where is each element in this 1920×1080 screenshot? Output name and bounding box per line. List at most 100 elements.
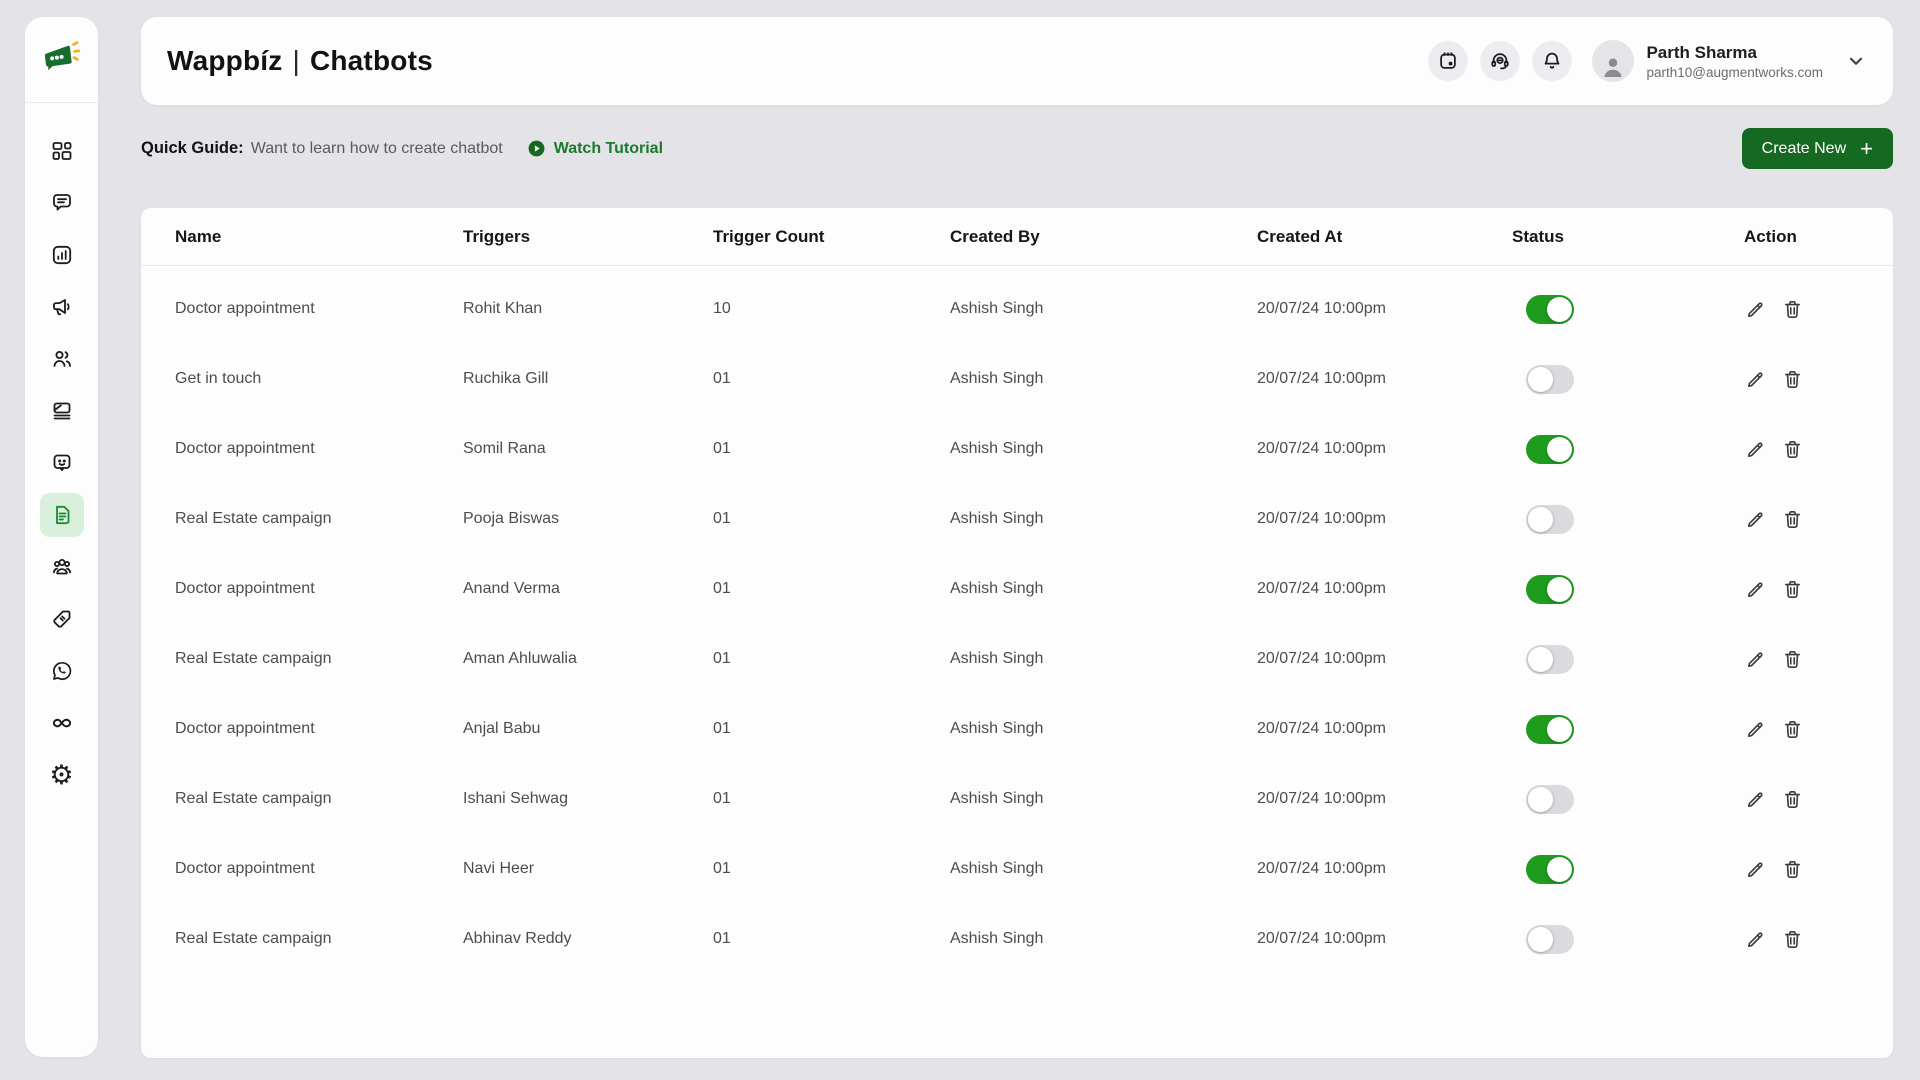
status-toggle[interactable]: [1526, 504, 1574, 534]
cell-name: Doctor appointment: [175, 580, 315, 597]
edit-button[interactable]: [1744, 578, 1767, 601]
delete-button[interactable]: [1781, 718, 1804, 741]
sidebar-item-dashboard[interactable]: [40, 129, 84, 173]
edit-button[interactable]: [1744, 858, 1767, 881]
create-new-button[interactable]: Create New +: [1741, 128, 1893, 169]
trash-icon: [1784, 720, 1801, 738]
sidebar-item-settings[interactable]: ⚙: [40, 753, 84, 797]
sidebar-item-templates[interactable]: [39, 493, 84, 537]
status-toggle[interactable]: [1526, 574, 1574, 604]
delete-button[interactable]: [1781, 368, 1804, 391]
main-content: Wappbíz | Chatbots: [141, 17, 1893, 1058]
toggle-knob: [1547, 576, 1572, 602]
table-header-row: Name Triggers Trigger Count Created By C…: [141, 208, 1893, 266]
table-row: Real Estate campaign Ishani Sehwag 01 As…: [141, 764, 1893, 834]
app-logo[interactable]: [25, 17, 98, 103]
status-toggle[interactable]: [1526, 294, 1574, 324]
quick-guide-bar: Quick Guide: Want to learn how to create…: [141, 128, 1893, 169]
cell-trigger-count: 01: [713, 930, 731, 947]
status-toggle[interactable]: [1526, 644, 1574, 674]
status-toggle[interactable]: [1526, 924, 1574, 954]
chevron-down-icon[interactable]: [1845, 50, 1867, 72]
edit-button[interactable]: [1744, 928, 1767, 951]
cell-trigger-count: 01: [713, 440, 731, 457]
sidebar-item-meta[interactable]: [40, 701, 84, 745]
delete-button[interactable]: [1781, 578, 1804, 601]
edit-button[interactable]: [1744, 438, 1767, 461]
cell-status: [1512, 364, 1744, 394]
column-header-trigger-count: Trigger Count: [713, 226, 825, 246]
status-toggle[interactable]: [1526, 854, 1574, 884]
watch-tutorial-label: Watch Tutorial: [553, 139, 664, 157]
toggle-knob: [1528, 786, 1553, 812]
cell-actions: [1744, 648, 1893, 671]
edit-button[interactable]: [1744, 368, 1767, 391]
table-row: Doctor appointment Anjal Babu 01 Ashish …: [141, 694, 1893, 764]
sidebar-item-analytics[interactable]: [40, 233, 84, 277]
cell-status: [1512, 784, 1744, 814]
delete-button[interactable]: [1781, 648, 1804, 671]
cell-name: Doctor appointment: [175, 720, 315, 737]
table-row: Doctor appointment Anand Verma 01 Ashish…: [141, 554, 1893, 624]
edit-button[interactable]: [1744, 298, 1767, 321]
sidebar-item-tags[interactable]: [40, 597, 84, 641]
trash-icon: [1784, 370, 1801, 388]
notifications-button[interactable]: [1532, 41, 1573, 81]
status-toggle[interactable]: [1526, 714, 1574, 744]
delete-button[interactable]: [1781, 438, 1804, 461]
cell-status: [1512, 434, 1744, 464]
trash-icon: [1784, 930, 1801, 948]
column-header-created-at: Created At: [1257, 226, 1343, 246]
sidebar-item-chatbot[interactable]: [40, 441, 84, 485]
trash-icon: [1784, 510, 1801, 528]
edit-button[interactable]: [1744, 788, 1767, 811]
delete-button[interactable]: [1781, 928, 1804, 951]
cell-status: [1512, 854, 1744, 884]
support-button[interactable]: [1480, 41, 1521, 81]
delete-button[interactable]: [1781, 788, 1804, 811]
cell-trigger-count: 10: [713, 300, 731, 317]
status-toggle[interactable]: [1526, 784, 1574, 814]
cell-trigger: Anand Verma: [463, 580, 560, 597]
edit-button[interactable]: [1744, 648, 1767, 671]
column-header-created-by: Created By: [950, 226, 1040, 246]
cell-status: [1512, 504, 1744, 534]
delete-button[interactable]: [1781, 508, 1804, 531]
cell-created-at: 20/07/24 10:00pm: [1257, 720, 1386, 737]
user-menu[interactable]: Parth Sharma parth10@augmentworks.com: [1592, 40, 1867, 82]
cell-trigger-count: 01: [713, 370, 731, 387]
status-toggle[interactable]: [1526, 434, 1574, 464]
sidebar-item-team[interactable]: [40, 545, 84, 589]
column-header-triggers: Triggers: [463, 226, 531, 246]
cell-created-at: 20/07/24 10:00pm: [1257, 580, 1386, 597]
trash-icon: [1784, 790, 1801, 808]
table-row: Doctor appointment Navi Heer 01 Ashish S…: [141, 834, 1893, 904]
edit-pencil-icon: [1747, 791, 1763, 807]
watch-tutorial-link[interactable]: Watch Tutorial: [527, 139, 663, 158]
delete-button[interactable]: [1781, 858, 1804, 881]
cell-trigger: Anjal Babu: [463, 720, 541, 737]
sidebar-item-inbox[interactable]: [40, 389, 84, 433]
cell-trigger-count: 01: [713, 790, 731, 807]
chatbot-icon: [53, 454, 70, 472]
cell-trigger: Abhinav Reddy: [463, 930, 572, 947]
topbar: Wappbíz | Chatbots: [141, 17, 1893, 105]
cell-trigger: Ruchika Gill: [463, 370, 549, 387]
trash-icon: [1784, 860, 1801, 878]
trash-icon: [1784, 650, 1801, 668]
status-toggle[interactable]: [1526, 364, 1574, 394]
sidebar-item-whatsapp[interactable]: [40, 649, 84, 693]
sidebar-item-contacts[interactable]: [40, 337, 84, 381]
edit-button[interactable]: [1744, 508, 1767, 531]
sidebar-item-broadcast[interactable]: [40, 285, 84, 329]
calendar-button[interactable]: [1428, 41, 1469, 81]
topbar-actions: Parth Sharma parth10@augmentworks.com: [1428, 40, 1867, 82]
sidebar-item-chats[interactable]: [40, 181, 84, 225]
toggle-knob: [1547, 716, 1572, 742]
cell-name: Doctor appointment: [175, 440, 315, 457]
edit-button[interactable]: [1744, 718, 1767, 741]
delete-button[interactable]: [1781, 298, 1804, 321]
cell-created-by: Ashish Singh: [950, 300, 1044, 317]
quick-guide-text: Want to learn how to create chatbot: [250, 139, 503, 157]
cell-created-by: Ashish Singh: [950, 370, 1044, 387]
